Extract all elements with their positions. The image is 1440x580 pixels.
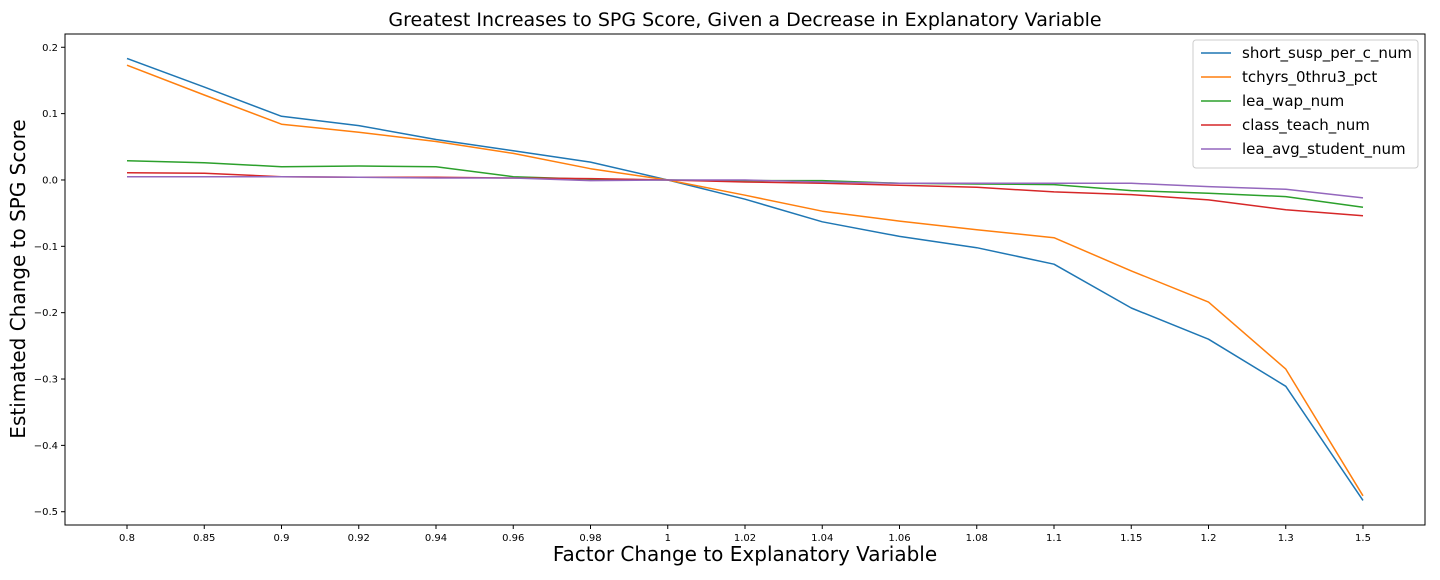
y-tick-label: 0.1 — [42, 109, 58, 120]
x-tick-label: 0.9 — [274, 533, 290, 544]
chart-title: Greatest Increases to SPG Score, Given a… — [388, 9, 1101, 31]
legend-label: lea_avg_student_num — [1242, 140, 1406, 159]
legend-label: class_teach_num — [1242, 116, 1370, 135]
series-line-short_susp_per_c_num — [126, 57, 1364, 501]
x-tick-label: 1.15 — [1120, 533, 1142, 544]
x-tick-label: 1.3 — [1278, 533, 1294, 544]
x-tick-label: 0.92 — [348, 533, 370, 544]
y-tick-label: −0.1 — [34, 242, 58, 253]
series-line-tchyrs_0thru3_pct — [126, 64, 1364, 497]
y-tick-label: −0.2 — [34, 308, 58, 319]
x-tick-label: 1.02 — [734, 533, 756, 544]
x-tick-label: 1.04 — [811, 533, 833, 544]
x-axis-label: Factor Change to Explanatory Variable — [553, 542, 937, 566]
x-tick-label: 1.06 — [888, 533, 910, 544]
x-tick-label: 0.96 — [502, 533, 524, 544]
x-tick-label: 1 — [665, 533, 671, 544]
legend-label: lea_wap_num — [1242, 92, 1344, 111]
legend-box — [1192, 39, 1419, 169]
x-tick-label: 0.98 — [579, 533, 601, 544]
plot-frame — [64, 33, 1426, 526]
y-tick-label: −0.4 — [34, 441, 58, 452]
legend: short_susp_per_c_num tchyrs_0thru3_pctlea… — [1192, 39, 1419, 169]
x-tick-label: 0.94 — [425, 533, 447, 544]
series-line-class_teach_num — [126, 171, 1364, 217]
x-tick-label: 1.1 — [1046, 533, 1062, 544]
x-tick-label: 1.5 — [1355, 533, 1371, 544]
y-tick-label: 0.0 — [42, 175, 58, 186]
y-axis-label: Estimated Change to SPG Score — [6, 119, 30, 438]
y-tick-label: 0.2 — [42, 43, 58, 54]
series-line-lea_wap_num — [126, 159, 1364, 208]
y-tick-label: −0.3 — [34, 375, 58, 386]
x-tick-label: 1.2 — [1201, 533, 1217, 544]
legend-label: short_susp_per_c_num — [1242, 44, 1412, 63]
y-tick-label: −0.5 — [34, 507, 58, 518]
x-tick-label: 1.08 — [966, 533, 988, 544]
series-layer — [126, 57, 1364, 501]
legend-label: tchyrs_0thru3_pct — [1242, 68, 1377, 87]
x-tick-label: 0.8 — [119, 533, 135, 544]
series-line-lea_avg_student_num — [127, 175, 1364, 199]
axes-layer: 0.8 0.85 0.9 0.92 0.94 0.96 0.98 1 1.02 1.04 1.06 1… — [34, 43, 1371, 544]
x-tick-label: 0.85 — [193, 533, 215, 544]
